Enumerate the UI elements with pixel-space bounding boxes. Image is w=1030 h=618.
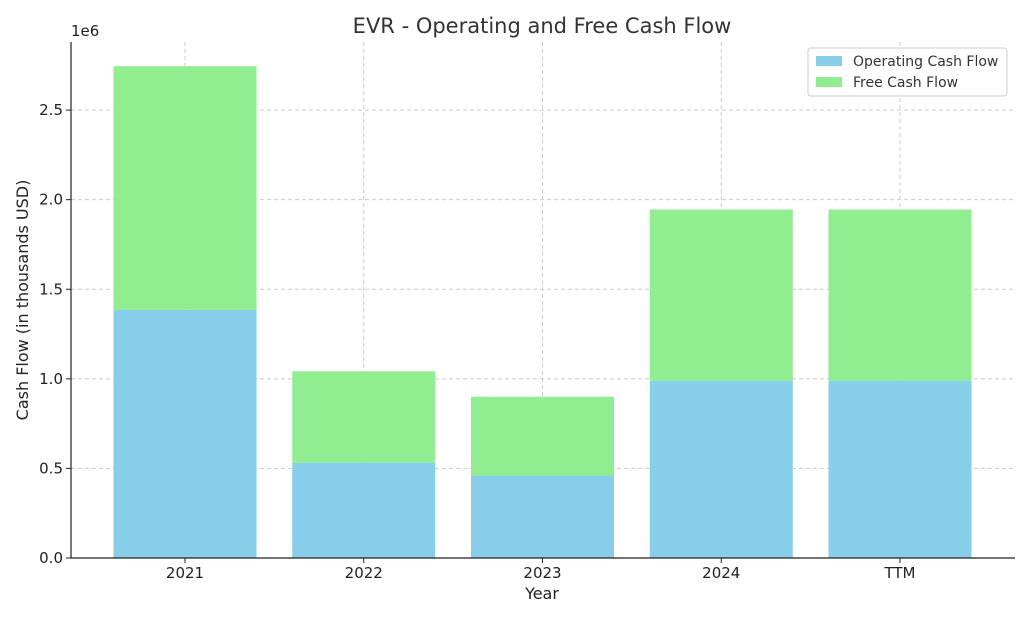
- x-tick-label: 2021: [166, 564, 204, 582]
- bar-operating-cash-flow-ttm: [828, 380, 972, 558]
- bar-operating-cash-flow-2023: [471, 475, 614, 558]
- legend-swatch-free: [816, 77, 842, 87]
- legend-swatch-operating: [816, 56, 842, 66]
- chart-title: EVR - Operating and Free Cash Flow: [353, 14, 732, 38]
- y-scale-label: 1e6: [71, 22, 99, 40]
- x-axis-title: Year: [524, 584, 559, 603]
- y-axis-ticks: 0.0 0.5 1.0 1.5 2.0 2.5: [39, 101, 71, 567]
- bar-operating-cash-flow-2021: [113, 309, 257, 558]
- bar-free-cash-flow-2023: [471, 396, 614, 476]
- y-tick-label: 0.0: [39, 549, 63, 567]
- bar-free-cash-flow-2024: [649, 209, 793, 381]
- bar-free-cash-flow-ttm: [828, 209, 972, 381]
- y-tick-label: 2.0: [39, 191, 63, 209]
- bar-free-cash-flow-2022: [292, 371, 436, 463]
- bar-free-cash-flow-2021: [113, 66, 257, 310]
- legend-frame: [807, 47, 1008, 97]
- x-tick-label: 2023: [523, 564, 561, 582]
- x-axis-ticks: 2021 2022 2023 2024 TTM: [166, 558, 916, 582]
- bar-operating-cash-flow-2024: [649, 380, 793, 558]
- legend-label-operating: Operating Cash Flow: [853, 54, 998, 70]
- x-tick-label: 2022: [345, 564, 383, 582]
- y-tick-label: 1.0: [39, 370, 63, 388]
- bar-operating-cash-flow-2022: [292, 462, 436, 558]
- bars: [113, 66, 972, 558]
- y-axis-title: Cash Flow (in thousands USD): [13, 180, 32, 421]
- legend: Operating Cash Flow Free Cash Flow: [807, 47, 1008, 97]
- y-tick-label: 1.5: [39, 280, 63, 298]
- y-tick-label: 0.5: [39, 459, 63, 477]
- y-tick-label: 2.5: [39, 101, 63, 119]
- x-tick-label: 2024: [702, 564, 740, 582]
- legend-label-free: Free Cash Flow: [853, 75, 958, 91]
- x-tick-label: TTM: [883, 564, 915, 582]
